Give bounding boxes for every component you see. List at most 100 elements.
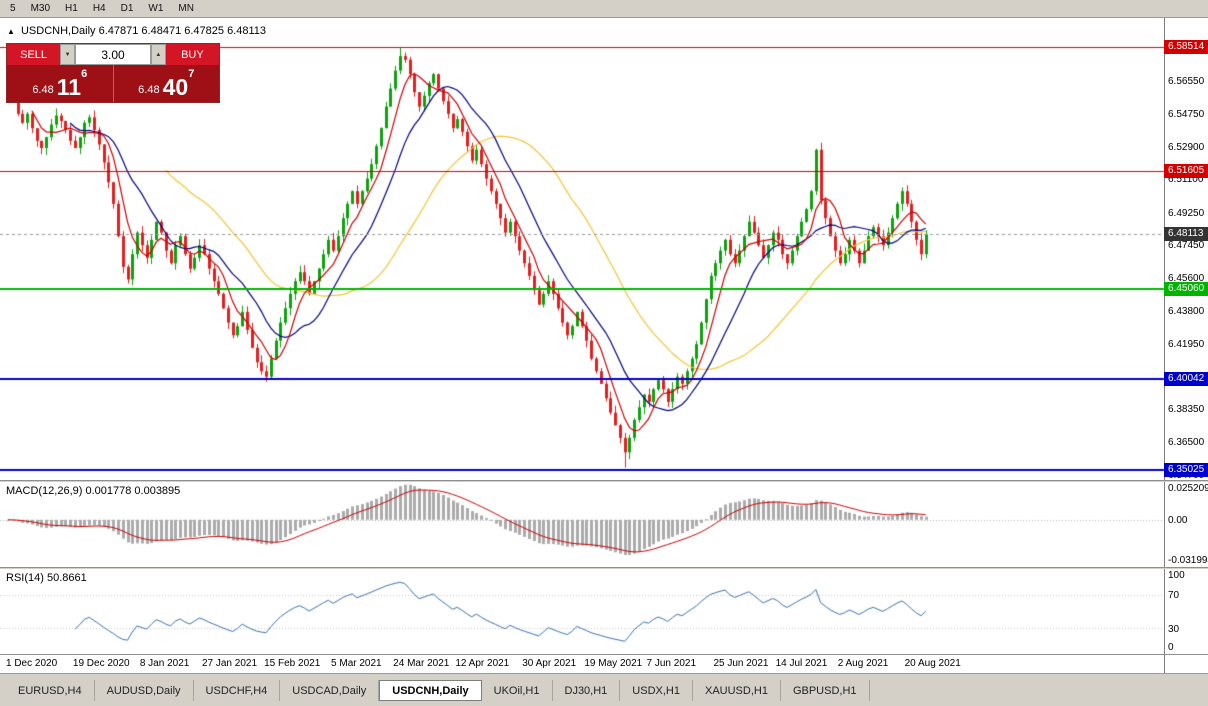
macd-panel: MACD(12,26,9) 0.001778 0.003895 0.025209… [0, 482, 1208, 567]
buy-button[interactable]: BUY [165, 44, 219, 65]
panel-splitter[interactable] [0, 567, 1208, 569]
chart-title: ▲ USDCNH,Daily 6.47871 6.48471 6.47825 6… [7, 25, 266, 37]
timeframe-m30-button[interactable]: M30 [24, 1, 57, 16]
timeframe-w1-button[interactable]: W1 [141, 1, 170, 16]
sell-price-prefix: 6.48 [32, 83, 54, 96]
time-axis-label: 24 Mar 2021 [393, 658, 450, 669]
price-axis-label: 6.54750 [1168, 108, 1205, 120]
resistance-price-tag: 6.58514 [1164, 39, 1208, 54]
tab-usdx-h1[interactable]: USDX,H1 [620, 680, 693, 701]
time-axis-label: 5 Mar 2021 [331, 658, 382, 669]
rsi-panel: RSI(14) 50.8661 100 70 30 0 [0, 569, 1208, 654]
price-axis-label: 6.51100 [1168, 174, 1204, 186]
panel-divider [0, 654, 1208, 655]
trade-controls-row: SELL ▼ ▲ BUY [7, 44, 219, 65]
sell-price-display[interactable]: 6.48 11 6 [7, 65, 113, 102]
tab-dj30-h1[interactable]: DJ30,H1 [553, 680, 621, 701]
timeframe-mn-button[interactable]: MN [171, 1, 201, 16]
tab-ukoil-h1[interactable]: UKOil,H1 [482, 680, 553, 701]
rsi-label: RSI(14) 50.8661 [6, 572, 87, 584]
time-axis-label: 15 Feb 2021 [264, 658, 321, 669]
rsi-axis-label: 30 [1168, 623, 1180, 635]
chevron-down-icon: ▼ [64, 51, 71, 58]
support-price-tag: 6.45060 [1164, 282, 1208, 297]
volume-increase-button[interactable]: ▲ [151, 44, 166, 65]
time-axis-label: 14 Jul 2021 [775, 658, 828, 669]
time-axis-label: 19 Dec 2020 [72, 658, 130, 669]
macd-axis-label: 0.025209 [1168, 483, 1208, 494]
tab-usdcnh-daily[interactable]: USDCNH,Daily [379, 680, 482, 701]
buy-price-prefix: 6.48 [138, 83, 160, 96]
tab-label: USDCNH,Daily [392, 684, 469, 697]
chart-ohlc-values: 6.47871 6.48471 6.47825 6.48113 [98, 25, 267, 37]
panel-splitter[interactable] [0, 480, 1208, 482]
time-axis-label: 30 Apr 2021 [522, 658, 577, 669]
chart-tabs: EURUSD,H4 AUDUSD,Daily USDCHF,H4 USDCAD,… [6, 680, 1208, 701]
time-axis-label: 7 Jun 2021 [646, 658, 697, 669]
time-axis-label: 8 Jan 2021 [139, 658, 190, 669]
tab-label: USDCAD,Daily [292, 684, 367, 697]
price-axis-label: 6.45600 [1168, 273, 1205, 285]
timeframe-d1-button[interactable]: D1 [114, 1, 141, 16]
tab-usdchf-h4[interactable]: USDCHF,H4 [194, 680, 281, 701]
buy-price-main: 40 [162, 74, 189, 101]
tab-label: USDCHF,H4 [205, 684, 268, 697]
timeframe-m5-button[interactable]: 5 [3, 1, 23, 16]
price-axis-label: 6.49250 [1168, 207, 1205, 219]
symbol-marker-icon: ▲ [7, 27, 15, 36]
tab-label: AUDUSD,Daily [106, 684, 181, 697]
sell-button[interactable]: SELL [7, 44, 61, 65]
time-axis-label: 1 Dec 2020 [6, 658, 58, 669]
macd-label: MACD(12,26,9) 0.001778 0.003895 [6, 485, 181, 497]
macd-axis-label: -0.031994 [1168, 555, 1208, 566]
sell-price-main: 11 [56, 74, 82, 101]
time-axis-label: 2 Aug 2021 [837, 658, 889, 669]
resistance-price-tag: 6.51605 [1164, 164, 1208, 179]
tab-label: EURUSD,H4 [18, 684, 82, 697]
timeframe-toolbar: 5 M30 H1 H4 D1 W1 MN [0, 0, 1208, 18]
tab-label: DJ30,H1 [564, 684, 608, 697]
axis-separator [1164, 655, 1165, 673]
time-axis-label: 27 Jan 2021 [201, 658, 258, 669]
chart-tabs-bar: EURUSD,H4 AUDUSD,Daily USDCHF,H4 USDCAD,… [0, 674, 1208, 706]
time-axis-label: 25 Jun 2021 [713, 658, 769, 669]
time-axis-label: 19 May 2021 [584, 658, 643, 669]
timeframe-h1-button[interactable]: H1 [58, 1, 85, 16]
rsi-axis-label: 70 [1168, 589, 1180, 601]
rsi-axis[interactable]: 100 70 30 0 [1164, 569, 1208, 654]
time-axis-label: 20 Aug 2021 [904, 658, 961, 669]
support-price-tag: 6.35025 [1164, 462, 1208, 477]
macd-axis[interactable]: 0.025209 0.00 -0.031994 [1164, 482, 1208, 567]
tab-eurusd-h4[interactable]: EURUSD,H4 [6, 680, 95, 701]
time-axis[interactable]: 1 Dec 2020 19 Dec 2020 8 Jan 2021 27 Jan… [0, 655, 1208, 673]
price-axis[interactable]: 6.56550 6.54750 6.52900 6.51100 6.49250 … [1164, 18, 1208, 480]
macd-chart-canvas[interactable] [0, 482, 1208, 567]
chart-area: ▲ USDCNH,Daily 6.47871 6.48471 6.47825 6… [0, 18, 1208, 674]
tab-audusd-daily[interactable]: AUDUSD,Daily [95, 680, 194, 701]
bid-ask-display: 6.48 11 6 6.48 40 7 [7, 65, 219, 102]
time-axis-label: 12 Apr 2021 [455, 658, 510, 669]
tab-label: USDX,H1 [632, 684, 680, 697]
tab-xauusd-h1[interactable]: XAUUSD,H1 [693, 680, 781, 701]
sell-price-pip: 6 [81, 68, 88, 80]
price-axis-label: 6.52900 [1168, 141, 1205, 153]
volume-input[interactable] [75, 44, 151, 65]
price-axis-label: 6.38350 [1168, 403, 1205, 415]
rsi-chart-canvas[interactable] [0, 569, 1208, 654]
timeframe-h4-button[interactable]: H4 [86, 1, 113, 16]
chart-symbol-label: USDCNH,Daily [20, 25, 96, 37]
volume-decrease-button[interactable]: ▼ [60, 44, 75, 65]
chevron-up-icon: ▲ [155, 51, 162, 58]
price-axis-label: 6.47450 [1168, 240, 1205, 252]
buy-price-display[interactable]: 6.48 40 7 [112, 65, 220, 102]
price-axis-label: 6.36500 [1168, 437, 1205, 449]
tab-usdcad-daily[interactable]: USDCAD,Daily [280, 680, 380, 701]
price-axis-label: 6.43800 [1168, 305, 1205, 317]
rsi-axis-label: 100 [1168, 570, 1185, 581]
price-axis-label: 6.41950 [1168, 339, 1205, 351]
support-price-tag: 6.40042 [1164, 372, 1208, 387]
tab-gbpusd-h1[interactable]: GBPUSD,H1 [781, 680, 870, 701]
rsi-axis-label: 0 [1168, 642, 1174, 653]
tab-label: UKOil,H1 [493, 684, 540, 697]
